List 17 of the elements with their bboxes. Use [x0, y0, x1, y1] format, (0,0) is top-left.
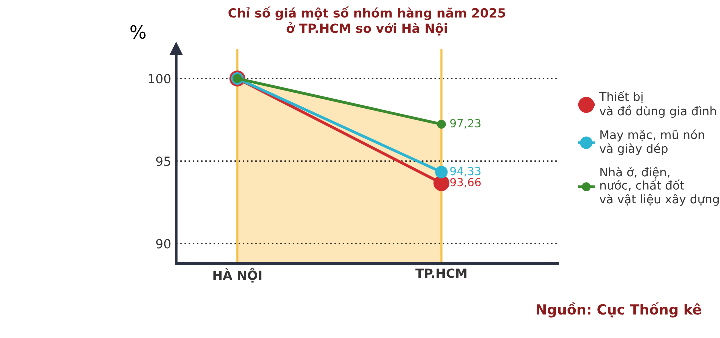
data-label: 94,33 — [450, 167, 481, 177]
legend-label: Thiết bị và đồ dùng gia đình — [599, 91, 716, 118]
y-axis-title: % — [130, 25, 146, 40]
y-tick-label: 100 — [149, 74, 171, 84]
y-tick-label: 95 — [156, 156, 170, 166]
y-tick-label: 90 — [156, 239, 171, 249]
point — [437, 120, 446, 129]
text: Nguồn: Cục Thống kê — [537, 302, 702, 318]
point — [434, 175, 450, 192]
legend-label: May mặc, mũ nón và giày dép — [600, 130, 704, 156]
data-label: 93,66 — [450, 178, 481, 188]
legend-label: Nhà ở, điện, nước, chất đốt và vật liệu xây dựng — [600, 166, 719, 206]
x-tick-label: TP.HCM — [416, 268, 467, 278]
data-label: 97,23 — [450, 119, 481, 129]
chart-title: Chỉ số giá một số nhóm hàng năm 2025 ở TP.HCM so với Hà Nội — [228, 6, 506, 36]
x-tick-label: HÀ NỘI — [214, 268, 262, 283]
point — [435, 166, 448, 179]
